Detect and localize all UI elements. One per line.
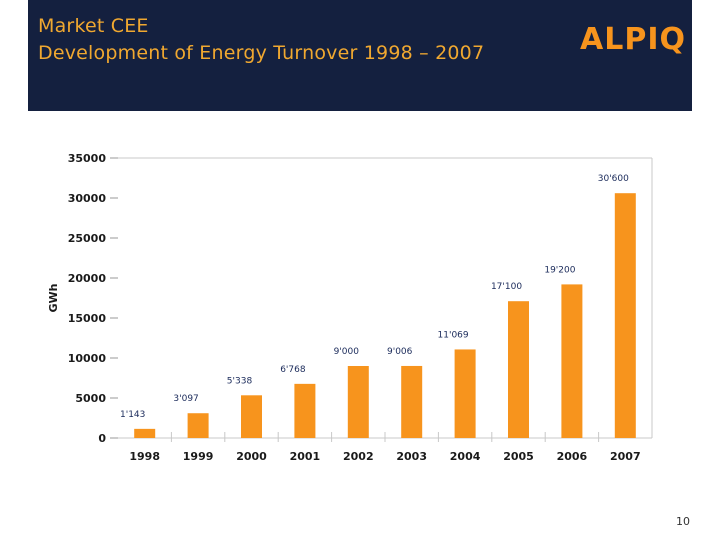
x-tick-label-2005: 2005	[503, 450, 534, 463]
bar-1999	[187, 413, 209, 438]
bar-2003	[401, 365, 423, 438]
x-tick-label-2000: 2000	[236, 450, 267, 463]
header-banner: Market CEE Development of Energy Turnove…	[28, 0, 692, 111]
bar-2004	[454, 349, 476, 438]
bar-chart: 0 5000 10000 15000 20000 25000 30000 35000 GWh 1'…	[47, 152, 653, 463]
title-line-1: Market CEE	[38, 15, 149, 37]
y-tick-label: 25000	[68, 232, 107, 245]
bar-2006	[561, 284, 583, 438]
x-tick-label-2007: 2007	[610, 450, 641, 463]
x-tick-label-2006: 2006	[557, 450, 588, 463]
bar-2001	[294, 383, 316, 438]
y-tick-label: 15000	[68, 312, 107, 325]
y-tick-label: 30000	[68, 192, 107, 205]
data-label-2001: 6'768	[280, 365, 306, 375]
alpiq-logo: ALPIQ	[580, 22, 686, 57]
title-line-2: Development of Energy Turnover 1998 – 20…	[38, 42, 485, 64]
page-number: 10	[676, 515, 690, 528]
y-tick-label: 20000	[68, 272, 107, 285]
slide-title: Market CEE Development of Energy Turnove…	[38, 13, 484, 67]
bar-2005	[508, 301, 529, 438]
y-tick-label: 5000	[75, 392, 106, 405]
bar-2000	[241, 395, 262, 438]
data-label-1999: 3'097	[173, 394, 198, 404]
bar-1998	[134, 428, 156, 438]
x-tick-label-1999: 1999	[183, 450, 214, 463]
data-label-2004: 11'069	[438, 330, 469, 340]
bar-2002	[347, 366, 369, 438]
data-label-2003: 9'006	[387, 347, 413, 357]
y-axis-title: GWh	[47, 284, 60, 313]
data-label-2000: 5'338	[227, 376, 253, 386]
x-tick-label-2002: 2002	[343, 450, 374, 463]
data-label-2002: 9'000	[334, 347, 360, 357]
bar-2007	[614, 193, 636, 438]
x-tick-label-2003: 2003	[396, 450, 427, 463]
x-tick-label-1998: 1998	[129, 450, 160, 463]
y-tick-label: 0	[98, 432, 106, 445]
y-tick-label: 35000	[68, 152, 107, 165]
data-label-2006: 19'200	[544, 265, 575, 275]
x-tick-label-2004: 2004	[450, 450, 481, 463]
data-label-1998: 1'143	[120, 410, 145, 420]
data-label-2005: 17'100	[491, 282, 522, 292]
data-label-2007: 30'600	[598, 174, 629, 184]
y-tick-label: 10000	[68, 352, 107, 365]
x-tick-label-2001: 2001	[290, 450, 321, 463]
